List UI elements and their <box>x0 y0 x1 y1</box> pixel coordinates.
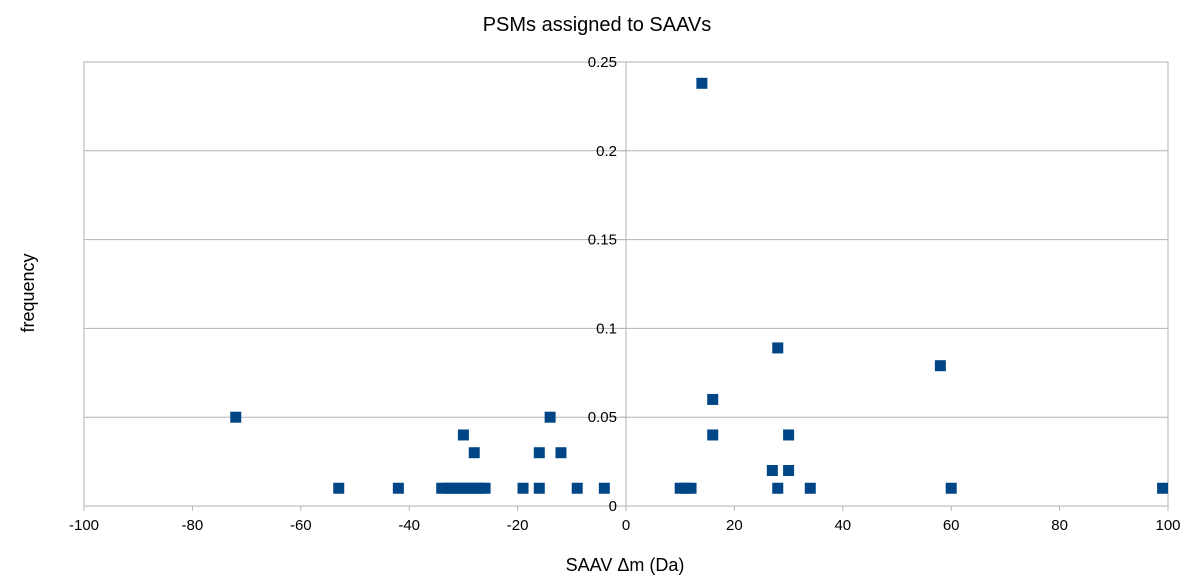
x-tick-label: 100 <box>1155 517 1180 534</box>
x-tick-labels: -100 -80 -60 -40 -20 0 20 40 60 80 100 <box>69 517 1181 534</box>
x-tick-label: 80 <box>1051 517 1068 534</box>
data-point <box>685 482 697 494</box>
data-point <box>517 482 529 494</box>
x-tick-label: 40 <box>834 517 851 534</box>
y-tick-label: 0.1 <box>596 320 617 337</box>
data-point <box>934 360 946 372</box>
data-point <box>544 411 556 423</box>
x-tick-label: -40 <box>398 517 420 534</box>
y-axis-title: frequency <box>18 253 38 332</box>
data-point <box>804 482 816 494</box>
x-tick-label: 0 <box>622 517 630 534</box>
x-axis-title: SAAV Δm (Da) <box>566 555 685 575</box>
data-point <box>766 464 778 476</box>
x-tick-label: -60 <box>290 517 312 534</box>
data-point <box>571 482 583 494</box>
data-point <box>533 447 545 459</box>
data-point <box>696 77 708 89</box>
data-point <box>333 482 345 494</box>
y-tick-label: 0.15 <box>588 232 617 249</box>
data-point <box>772 482 784 494</box>
data-point <box>1157 482 1169 494</box>
y-tick-label: 0.05 <box>588 409 617 426</box>
axes <box>83 61 1169 511</box>
y-tick-label: 0.2 <box>596 143 617 160</box>
x-tick-label: -100 <box>69 517 99 534</box>
data-points <box>230 77 1169 494</box>
data-point <box>772 342 784 354</box>
x-tick-label: 20 <box>726 517 743 534</box>
y-tick-label: 0 <box>609 498 617 515</box>
data-point <box>479 482 491 494</box>
data-point <box>230 411 242 423</box>
grid-lines <box>84 61 1168 507</box>
x-tick-label: -80 <box>182 517 204 534</box>
x-tick-label: -20 <box>507 517 529 534</box>
y-tick-labels: 0 0.05 0.1 0.15 0.2 0.25 <box>588 54 617 515</box>
data-point <box>533 482 545 494</box>
chart-title: PSMs assigned to SAAVs <box>483 14 712 36</box>
data-point <box>783 464 795 476</box>
data-point <box>945 482 957 494</box>
y-tick-label: 0.25 <box>588 54 617 71</box>
x-tick-label: 60 <box>943 517 960 534</box>
data-point <box>457 429 469 441</box>
data-point <box>783 429 795 441</box>
data-point <box>707 429 719 441</box>
data-point <box>468 447 480 459</box>
data-point <box>392 482 404 494</box>
data-point <box>555 447 567 459</box>
data-point <box>598 482 610 494</box>
data-point <box>707 393 719 405</box>
